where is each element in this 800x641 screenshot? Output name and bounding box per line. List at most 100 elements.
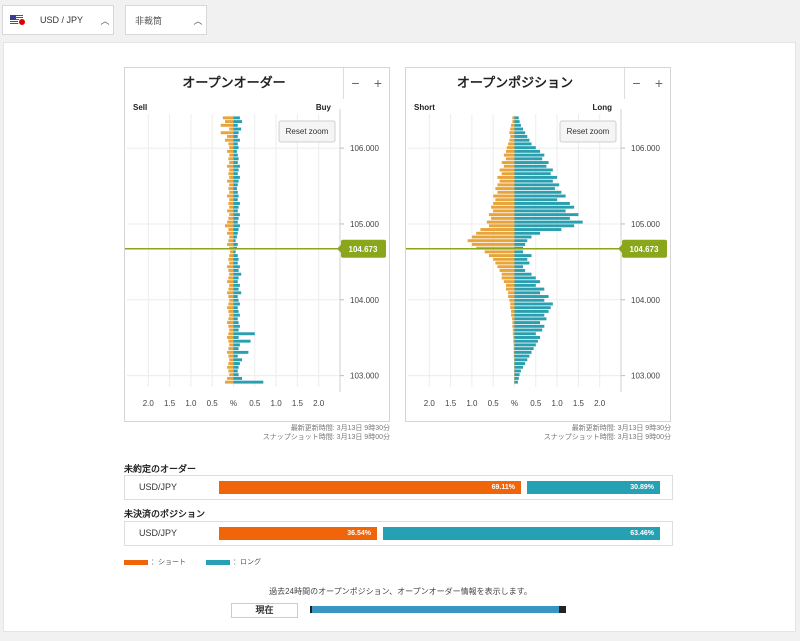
bar-short [512,120,515,124]
bar-long [514,376,519,380]
bar-short [471,242,515,246]
zoom-out-button[interactable]: − [343,68,367,99]
bar-short [229,313,234,317]
bar-short [229,254,234,258]
bar-long [514,350,532,354]
bar-short [488,224,515,228]
bar-short [227,194,234,198]
x-tick-label: 0.5 [249,399,261,408]
bar-long [514,175,558,179]
bar-long [233,321,239,325]
bar-short [486,220,515,224]
bar-long [233,198,238,202]
now-button[interactable]: 現在 [231,603,298,618]
bar-long [233,120,243,124]
bar-long [233,175,240,179]
bar-short [228,187,234,191]
bar-long [514,149,541,153]
bar-long [514,138,530,142]
bar-long [514,339,538,343]
bar-long [514,198,558,202]
bar-long [514,317,547,321]
bar-short [505,157,515,161]
bar-long [233,179,239,183]
bar-short [229,205,234,209]
x-tick-label: 0.5 [207,399,219,408]
open-orders-title: オープンオーダー [182,76,286,91]
bar-long [233,276,239,280]
bar-short [227,164,234,168]
bar-short [495,198,515,202]
current-price-tag [622,239,667,258]
bar-short [224,224,234,228]
history-time-slider[interactable] [310,606,566,613]
bar-long [514,283,536,287]
bar-long [514,161,549,164]
bar-long [233,209,238,213]
currency-pair-selector[interactable]: USD / JPY ︿ [2,5,114,35]
bar-short [228,216,234,220]
zoom-in-button[interactable]: + [654,75,664,91]
bar-long [233,157,239,161]
bar-short [228,276,234,280]
bar-long [233,183,238,187]
bar-short [511,309,515,313]
bar-long [514,354,530,358]
bar-short [229,175,234,179]
zoom-in-button[interactable]: + [373,75,383,91]
bar-short [511,317,515,321]
bar-short [230,250,234,254]
bar-short [499,168,515,172]
bar-long [514,209,566,213]
bar-short [227,179,234,183]
bar-long [233,239,236,243]
bar-short [229,183,234,187]
bar-short [228,202,234,205]
bar-short [513,343,515,347]
bar-long [233,153,238,157]
short-ratio-bar: 36.54% [219,527,377,540]
price-tick-label: 104.000 [350,296,379,305]
bar-long [233,339,251,343]
bar-long [514,157,543,161]
bar-short [229,328,234,332]
bar-long [233,362,240,365]
x-tick-label: 0.5 [488,399,500,408]
bar-short [503,153,515,157]
ratio-pair-label: USD/JPY [139,528,178,538]
open-orders-chart: オープンオーダー − + Sell Buy 2.0 1.5 1.0 0.5% 0.5 1.0 1… [124,67,390,422]
bar-long [514,205,575,209]
bar-short [510,306,515,310]
bar-short [509,298,515,302]
price-tick-label: 104.000 [631,296,660,305]
mode-selector[interactable]: 非裁筒 ︿ [125,5,207,35]
bar-short [497,183,515,187]
reset-zoom-button[interactable]: Reset zoom [559,120,617,143]
bar-short [513,336,515,339]
bar-long [233,358,243,362]
currency-pair-label: USD / JPY [40,15,84,25]
bar-long [514,309,549,313]
reset-zoom-button[interactable]: Reset zoom [278,120,336,143]
bar-short [501,276,515,280]
bar-short [493,209,515,213]
bar-short [220,131,234,135]
x-tick-label: 1.0 [466,399,478,408]
bar-long [233,324,240,328]
bar-long [233,317,238,321]
zoom-out-button[interactable]: − [624,68,648,99]
bar-long [233,194,239,198]
bar-long [233,116,240,120]
snapshot-time-text: スナップショット時間: 3月13日 9時00分 [262,434,390,441]
bar-long [514,153,545,157]
bar-short [508,295,515,298]
bar-long [233,146,239,150]
bar-long [233,250,236,254]
bar-short [512,328,515,332]
bar-long [514,127,524,131]
bar-long [233,350,249,354]
bar-long [233,343,240,347]
history-hint: 過去24時間のオープンポジション、オープンオーダー情報を表示します。 [269,587,532,596]
current-price-label: 104.673 [630,245,659,254]
bar-long [233,272,242,276]
